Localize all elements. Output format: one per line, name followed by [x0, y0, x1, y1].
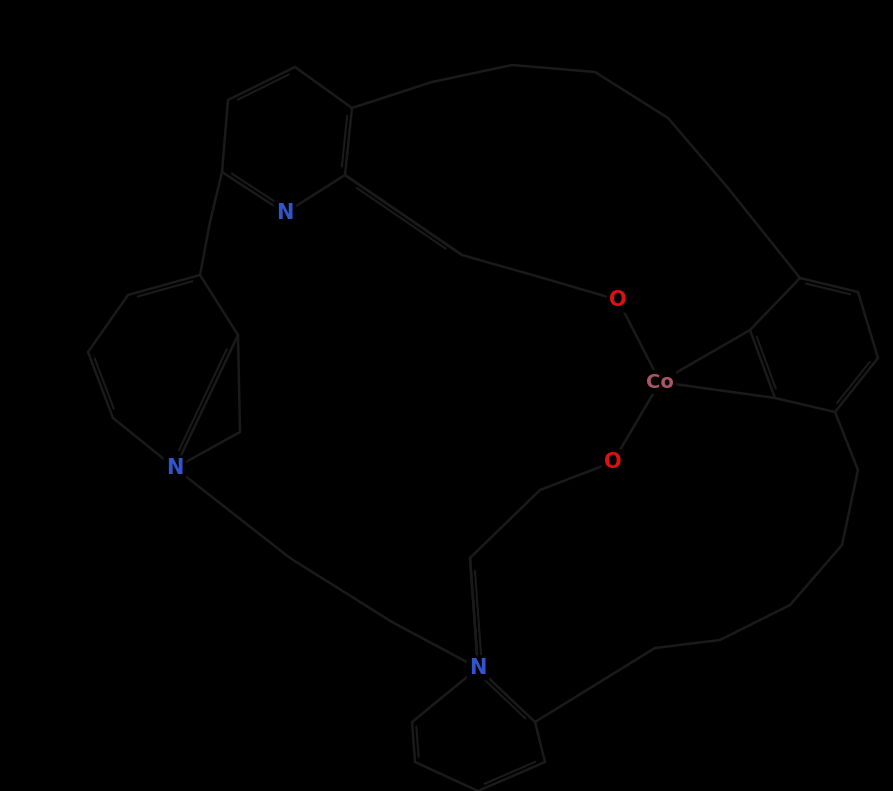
Text: Co: Co: [646, 373, 674, 392]
Text: O: O: [609, 290, 627, 310]
Text: O: O: [605, 452, 622, 472]
Text: N: N: [470, 658, 487, 678]
Text: N: N: [276, 203, 294, 223]
Text: N: N: [166, 458, 184, 478]
